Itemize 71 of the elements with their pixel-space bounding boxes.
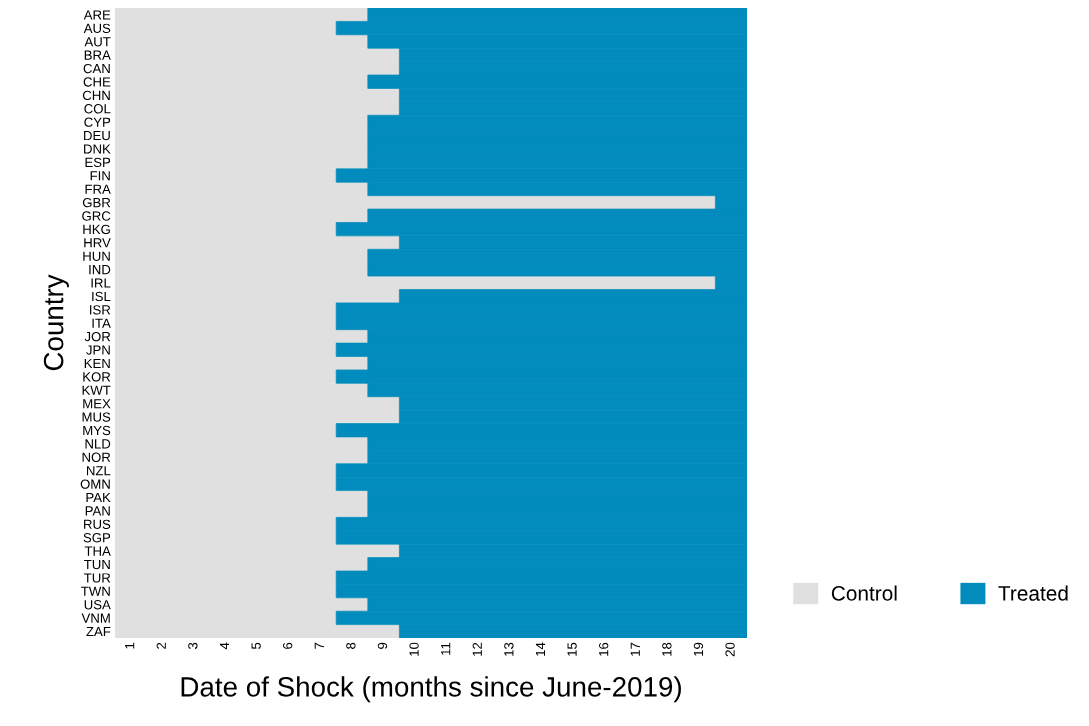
y-tick-label: HKG — [83, 224, 110, 235]
x-tick-label: 4 — [219, 642, 230, 650]
y-tick-label: HRV — [84, 238, 111, 248]
y-tick-label: ARE — [83, 10, 111, 20]
y-tick-label: CAN — [83, 63, 110, 74]
y-tick-label: GBR — [82, 197, 111, 208]
y-tick-label: CHE — [83, 77, 111, 87]
y-tick-label: NOR — [82, 452, 111, 462]
y-tick-label: KWT — [82, 385, 111, 395]
y-tick-label: MYS — [83, 425, 111, 436]
y-tick-label: IRL — [91, 278, 111, 288]
y-tick-label: GRC — [82, 211, 111, 221]
legend-label: Treated — [998, 585, 1068, 601]
y-tick-label: ISL — [92, 291, 111, 302]
y-tick-label: THA — [84, 546, 111, 556]
x-tick-label: 19 — [693, 642, 704, 656]
y-tick-label: FRA — [85, 184, 111, 194]
y-tick-label: CHN — [82, 90, 110, 101]
y-tick-label: KEN — [84, 358, 110, 368]
x-tick-label: 14 — [535, 642, 546, 656]
y-tick-label: MEX — [83, 399, 111, 409]
y-tick-label: SGP — [83, 533, 111, 543]
y-tick-label: NLD — [85, 439, 111, 449]
x-tick-label: 15 — [567, 642, 577, 656]
y-tick-label: TUR — [84, 573, 111, 583]
y-tick-label: PAN — [85, 506, 110, 516]
legend-label: Control — [831, 585, 897, 601]
y-tick-label: HUN — [83, 251, 110, 261]
y-tick-label: FIN — [90, 171, 110, 181]
x-tick-label: 13 — [504, 642, 514, 656]
y-axis-title: Country — [43, 274, 69, 371]
y-tick-label: PAK — [86, 492, 111, 503]
y-tick-label: OMN — [80, 479, 110, 489]
x-tick-label: 16 — [599, 642, 609, 656]
y-tick-label: TWN — [81, 586, 110, 596]
y-tick-label: RUS — [84, 519, 111, 529]
y-tick-label: VNM — [81, 613, 110, 623]
y-tick-label: AUS — [83, 23, 111, 34]
y-tick-label: ISR — [90, 305, 111, 315]
x-tick-label: 8 — [346, 642, 356, 649]
y-tick-label: ITA — [92, 318, 111, 328]
x-tick-label: 10 — [409, 642, 419, 656]
y-tick-label: ESP — [85, 157, 111, 168]
y-tick-label: KOR — [83, 372, 111, 382]
x-tick-label: 6 — [283, 642, 293, 649]
y-tick-label: DNK — [84, 144, 111, 154]
x-axis-title: Date of Shock (months since June-2019) — [181, 676, 681, 703]
x-tick-label: 5 — [251, 642, 261, 649]
y-tick-label: JPN — [86, 345, 110, 355]
y-tick-label: COL — [84, 104, 111, 114]
x-tick-label: 3 — [188, 642, 198, 649]
x-tick-label: 11 — [441, 642, 451, 655]
y-tick-label: USA — [84, 600, 111, 610]
y-tick-label: BRA — [84, 50, 111, 60]
y-tick-label: JOR — [84, 331, 111, 342]
y-tick-label: IND — [89, 265, 111, 275]
y-tick-label: AUT — [84, 37, 111, 47]
y-tick-label: DEU — [84, 131, 110, 141]
y-tick-label: MUS — [82, 412, 111, 422]
x-tick-label: 9 — [377, 642, 388, 649]
y-tick-label: TUN — [84, 559, 110, 570]
y-tick-label: ZAF — [86, 627, 111, 637]
x-tick-label: 20 — [725, 642, 735, 657]
x-tick-label: 12 — [472, 642, 482, 656]
x-tick-label: 7 — [314, 642, 324, 649]
x-tick-label: 18 — [662, 642, 672, 656]
x-tick-label: 2 — [156, 642, 166, 649]
x-tick-label: 17 — [630, 642, 640, 656]
x-tick-label: 1 — [125, 642, 135, 649]
y-tick-label: NZL — [86, 466, 111, 476]
y-tick-label: CYP — [84, 117, 111, 127]
